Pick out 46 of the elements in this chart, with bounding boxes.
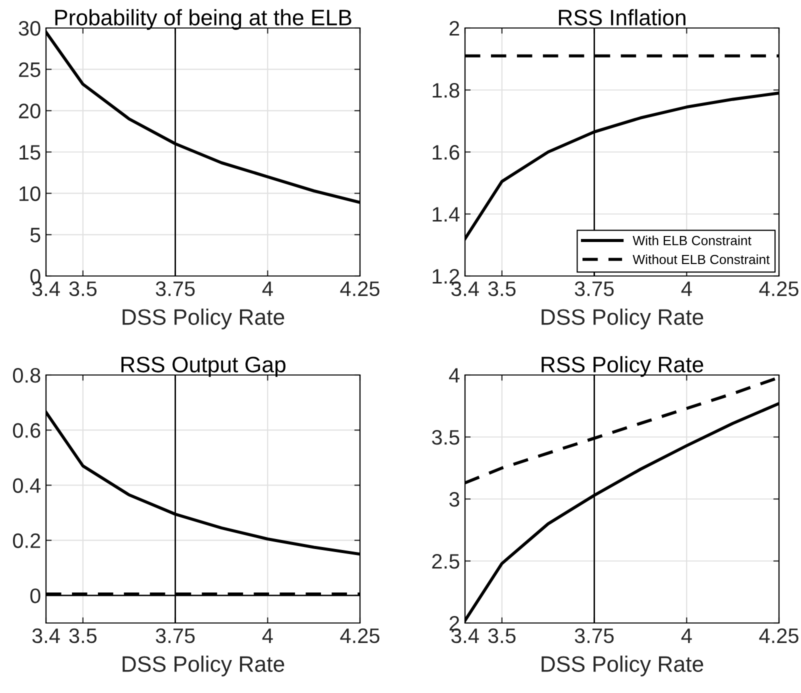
x-axis-title: DSS Policy Rate xyxy=(542,308,704,330)
x-tick-label: 4 xyxy=(681,282,692,296)
y-tick-label: 3.5 xyxy=(432,430,460,445)
y-tick-label: 2 xyxy=(450,21,460,36)
x-tick-label: 3.5 xyxy=(488,628,516,644)
x-tick-label: 4 xyxy=(681,628,692,643)
y-tick-label: 0.2 xyxy=(12,533,40,548)
legend-label: Without ELB Constraint xyxy=(632,254,770,264)
y-tick-label: 5 xyxy=(30,228,40,242)
y-tick-label: 3 xyxy=(449,492,460,507)
y-tick-label: 0.4 xyxy=(12,478,41,493)
chart-title: RSS Policy Rate xyxy=(542,356,704,377)
chart-title: RSS Inflation xyxy=(558,9,686,26)
y-tick-label: 30 xyxy=(18,21,40,36)
x-tick-label: 3.5 xyxy=(69,628,97,644)
x-axis-title: DSS Policy Rate xyxy=(122,656,284,676)
y-tick-label: 0.8 xyxy=(12,368,40,383)
y-tick-label: 10 xyxy=(20,186,40,202)
x-tick-label: 3.75 xyxy=(574,628,614,644)
y-tick-label: 20 xyxy=(19,104,40,118)
y-tick-label: 2.5 xyxy=(432,554,460,569)
x-tick-label: 3.5 xyxy=(69,281,97,296)
x-tick-label: 4.25 xyxy=(340,281,380,296)
x-tick-label: 3.4 xyxy=(32,628,60,644)
chart-title: Probability of being at the ELB xyxy=(55,9,352,30)
x-tick-label: 4 xyxy=(262,282,273,296)
y-tick-label: 1.8 xyxy=(432,83,460,98)
x-tick-label: 3.75 xyxy=(156,281,195,296)
y-tick-label: 0.6 xyxy=(12,423,40,438)
x-tick-label: 4 xyxy=(262,628,273,643)
x-axis-title: DSS Policy Rate xyxy=(122,308,284,330)
x-tick-label: 4.25 xyxy=(759,281,798,296)
x-axis-title: DSS Policy Rate xyxy=(542,656,704,676)
legend-label: With ELB Constraint xyxy=(632,236,752,246)
y-tick-label: 1.4 xyxy=(432,207,460,222)
y-tick-label: 25 xyxy=(19,62,40,78)
y-tick-label: 4 xyxy=(449,368,460,383)
x-tick-label: 3.5 xyxy=(488,281,516,296)
y-tick-label: 15 xyxy=(20,145,40,160)
x-tick-label: 4.25 xyxy=(340,628,380,644)
x-tick-label: 4.25 xyxy=(759,628,798,644)
chart-title: RSS Output Gap xyxy=(121,356,286,377)
x-tick-label: 3.75 xyxy=(574,281,614,296)
y-tick-label: 0 xyxy=(30,588,40,604)
x-tick-label: 3.75 xyxy=(156,628,195,644)
y-tick-label: 1.6 xyxy=(432,145,460,160)
